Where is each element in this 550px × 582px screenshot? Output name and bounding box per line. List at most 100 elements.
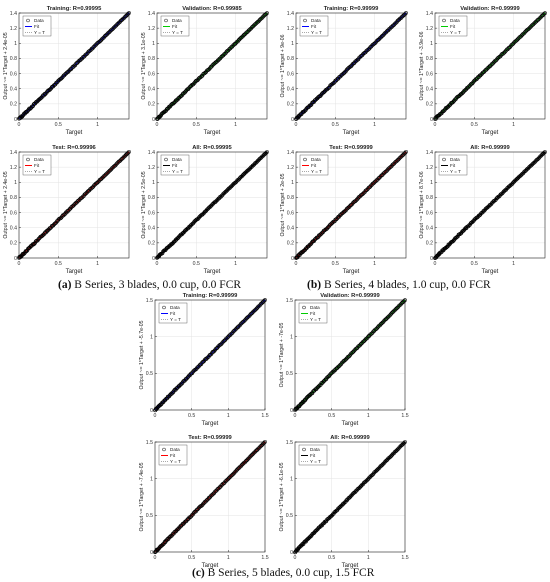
x-tick-label: 0.5: [332, 261, 339, 267]
data-point: [542, 11, 547, 16]
chart-title: Validation: R=0.99985: [182, 6, 242, 12]
y-tick-label: 0.2: [10, 102, 17, 108]
x-axis-label: Target: [343, 130, 360, 136]
y-tick-label: 1.4: [426, 11, 433, 17]
y-tick-label: 0.4: [426, 226, 433, 232]
data-point: [402, 440, 407, 445]
legend-data-marker: [164, 157, 168, 162]
data-point: [403, 440, 407, 444]
y-tick-label: 1: [290, 334, 293, 340]
x-axis-label: Target: [202, 421, 219, 427]
y-tick-label: 1.4: [148, 150, 155, 156]
y-tick-label: 0: [430, 117, 433, 123]
plot-frame: [295, 151, 407, 259]
x-tick-label: 0.5: [55, 122, 62, 128]
chart-title: All: R=0.99995: [192, 145, 232, 151]
y-tick-label: 0: [291, 256, 294, 262]
legend-yt-label: Y = T: [172, 30, 183, 35]
legend-yt-label: Y = T: [310, 459, 321, 464]
y-tick-label: 1.2: [148, 165, 155, 171]
plot-frame: [294, 441, 406, 553]
y-tick-label: 1: [150, 334, 153, 340]
data-point: [27, 106, 32, 111]
y-axis-label: Output ~= 1*Target + 2.5e-05: [141, 171, 147, 238]
plot-frame: [294, 299, 406, 411]
x-tick-label: 0.5: [193, 122, 200, 128]
legend-box: [158, 444, 188, 466]
data-point: [404, 11, 408, 15]
y-tick-label: 1.2: [10, 165, 17, 171]
legend-yt-label: Y = T: [310, 317, 321, 322]
x-tick-label: 1: [512, 122, 515, 128]
y-tick-label: 1: [152, 41, 155, 47]
caption-b: (b) B Series, 4 blades, 1.0 cup, 0.0 FCR: [307, 279, 491, 291]
y-tick-label: 0.4: [10, 87, 17, 93]
chart-title: Test: R=0.99996: [52, 145, 96, 151]
y-tick-label: 0: [430, 256, 433, 262]
data-point: [28, 107, 32, 111]
plot-frame: [434, 12, 546, 120]
x-tick-label: 1.5: [261, 413, 268, 419]
plot-frame: [156, 12, 268, 120]
caption-a: (a) B Series, 3 blades, 0.0 cup, 0.0 FCR: [58, 279, 241, 291]
y-tick-label: 0.2: [148, 102, 155, 108]
x-tick-label: 0.5: [188, 413, 195, 419]
y-tick-label: 1.4: [426, 150, 433, 156]
x-axis-label: Target: [66, 269, 83, 275]
legend-data-label: Data: [172, 18, 182, 23]
legend-box: [160, 154, 190, 176]
y-tick-label: 0: [290, 550, 293, 556]
legend-box: [22, 15, 52, 37]
y-tick-label: 1: [430, 41, 433, 47]
plot-frame: [154, 299, 266, 411]
y-tick-label: 1.4: [148, 11, 155, 17]
legend-box: [299, 15, 329, 37]
y-tick-label: 1: [14, 180, 17, 186]
x-tick-label: 1: [373, 261, 376, 267]
y-tick-label: 1: [14, 41, 17, 47]
legend-fit-label: Fit: [450, 163, 456, 168]
legend-yt-label: Y = T: [311, 169, 322, 174]
chart-title: Validation: R=0.99999: [460, 6, 520, 12]
x-tick-label: 0.5: [193, 261, 200, 267]
data-point: [24, 249, 29, 254]
y-tick-label: 0.4: [148, 226, 155, 232]
y-tick-label: 0.4: [426, 87, 433, 93]
panel-c-test: 0 0.5 1 1.5 0 0.5 1 1.5 Test: R=0.99999 Target Out…: [139, 435, 269, 569]
legend-fit-label: Fit: [172, 163, 178, 168]
chart-title: Test: R=0.99999: [329, 145, 373, 151]
x-tick-label: 1.5: [261, 555, 268, 561]
y-tick-label: 0.6: [148, 210, 155, 216]
x-axis-label: Target: [204, 130, 221, 136]
legend-fit-label: Fit: [34, 163, 40, 168]
legend-data-label: Data: [450, 157, 460, 162]
plot-frame: [434, 151, 546, 259]
x-axis-label: Target: [342, 563, 359, 569]
y-axis-label: Output ~= 1*Target + -5.7e-05: [139, 320, 145, 389]
y-tick-label: 1.2: [148, 26, 155, 32]
data-point: [404, 149, 408, 154]
x-tick-label: 0: [295, 261, 298, 267]
x-tick-label: 1: [512, 261, 515, 267]
legend-fit-label: Fit: [172, 24, 178, 29]
y-tick-label: 0.4: [148, 87, 155, 93]
legend-box: [438, 15, 468, 37]
data-point: [441, 109, 446, 114]
panel-b-test: 0 0.5 1 0 0.2 0.4 0.6 0.8 1 1.2 1.4 Test: R=0.99999…: [280, 145, 408, 275]
y-tick-label: 1: [291, 41, 294, 47]
x-tick-label: 1: [234, 122, 237, 128]
legend-fit-label: Fit: [34, 24, 40, 29]
legend-fit-label: Fit: [170, 453, 176, 458]
legend-data-label: Data: [172, 157, 182, 162]
y-tick-label: 1.4: [287, 11, 294, 17]
legend-fit-label: Fit: [311, 163, 317, 168]
data-point: [442, 246, 447, 251]
data-point: [301, 400, 306, 404]
y-axis-label: Output ~= 1*Target + 2.4e-05: [3, 32, 9, 99]
x-tick-label: 0: [154, 555, 157, 561]
legend-data-label: Data: [34, 157, 44, 162]
legend-data-label: Data: [311, 18, 321, 23]
